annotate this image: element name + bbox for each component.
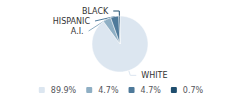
svg-text:4.7%: 4.7% bbox=[98, 86, 119, 95]
svg-text:4.7%: 4.7% bbox=[141, 86, 162, 95]
svg-text:A.I.: A.I. bbox=[71, 27, 84, 36]
svg-text:BLACK: BLACK bbox=[82, 7, 109, 16]
svg-text:WHITE: WHITE bbox=[141, 71, 167, 80]
svg-text:89.9%: 89.9% bbox=[51, 86, 77, 95]
svg-text:0.7%: 0.7% bbox=[183, 86, 204, 95]
svg-text:HISPANIC: HISPANIC bbox=[53, 17, 91, 26]
